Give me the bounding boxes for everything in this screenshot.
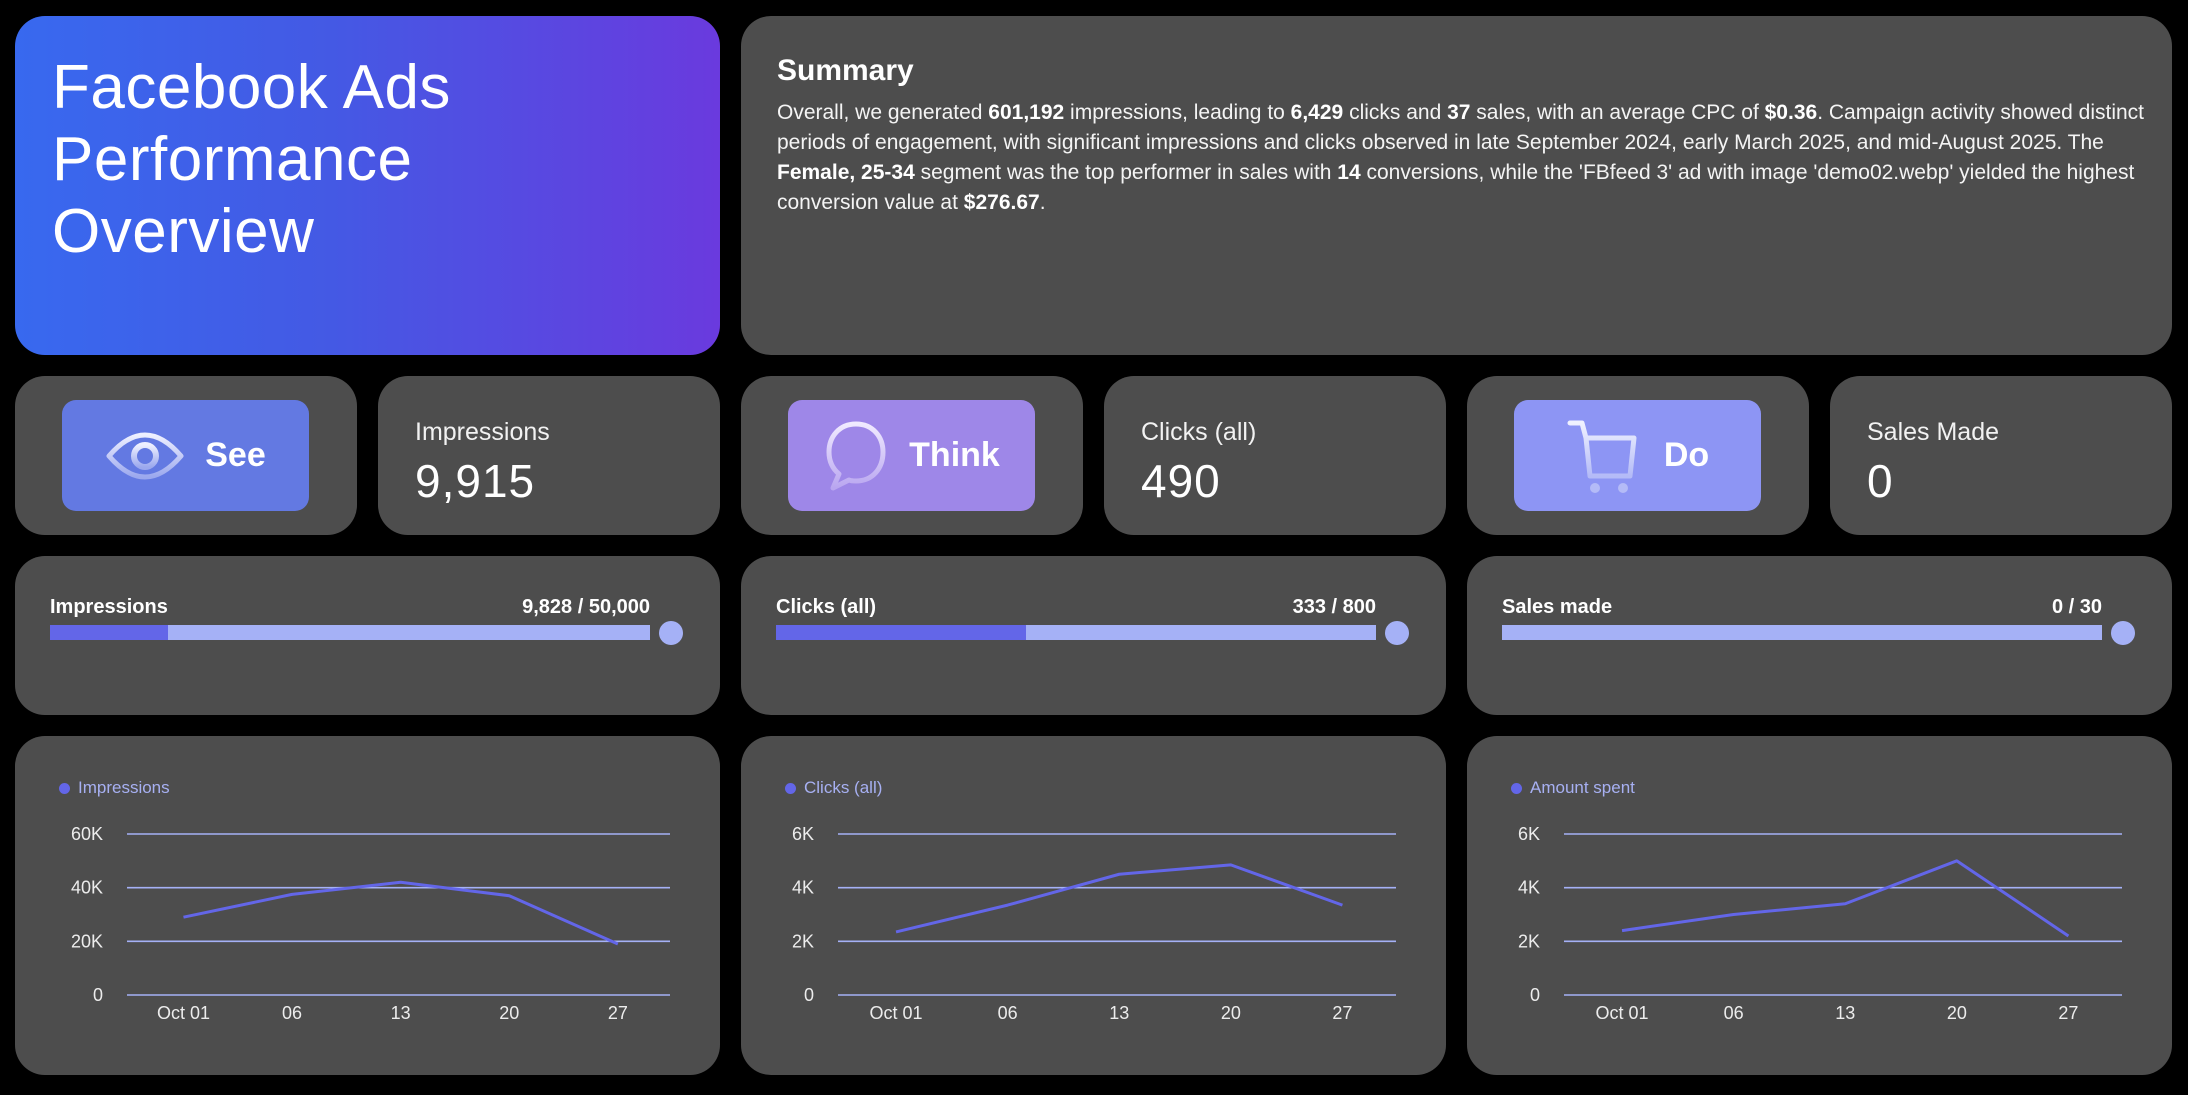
clicks-chart-card: Clicks (all) 0 2K 4K 6K Oct 01 06 13 20 27 (741, 736, 1446, 1075)
progress-label: Impressions (50, 596, 168, 618)
page-title: Facebook Ads Performance Overview (52, 53, 451, 266)
x-tick-label: 13 (391, 1003, 411, 1023)
clicks-progress-card: Clicks (all) 333 / 800 (741, 556, 1446, 715)
progress-fill (776, 625, 1026, 640)
y-tick-label: 0 (93, 985, 103, 1005)
clicks-line-chart[interactable]: 0 2K 4K 6K Oct 01 06 13 20 27 (741, 736, 1446, 1075)
y-tick-label: 4K (792, 878, 814, 898)
x-tick-label: Oct 01 (870, 1003, 923, 1023)
funnel-do-card: Do (1467, 376, 1809, 535)
x-tick-label: 27 (608, 1003, 628, 1023)
y-tick-label: 6K (1518, 824, 1540, 844)
legend-label: Amount spent (1530, 778, 1635, 797)
chart-legend: Amount spent (1511, 778, 1635, 798)
legend-dot-icon (785, 782, 796, 794)
x-tick-label: 13 (1109, 1003, 1129, 1023)
legend-label: Clicks (all) (804, 778, 883, 797)
summary-card: Summary Overall, we generated 601,192 im… (741, 16, 2172, 355)
y-tick-label: 0 (804, 985, 814, 1005)
impressions-stat-card: Impressions 9,915 (378, 376, 720, 535)
progress-end-marker (1385, 621, 1409, 645)
impressions-progress-card: Impressions 9,828 / 50,000 (15, 556, 720, 715)
do-badge: Do (1514, 400, 1761, 511)
x-tick-label: 06 (282, 1003, 302, 1023)
funnel-think-card: Think (741, 376, 1083, 535)
sales-stat-label: Sales Made (1867, 418, 2000, 446)
summary-heading: Summary (777, 54, 914, 87)
y-tick-label: 2K (1518, 931, 1540, 951)
funnel-see-card: See (15, 376, 357, 535)
progress-label: Clicks (all) (776, 596, 877, 618)
x-tick-label: 20 (499, 1003, 519, 1023)
chart-legend: Impressions (59, 778, 170, 798)
progress-fill (50, 625, 168, 640)
do-label: Do (1663, 436, 1710, 474)
y-tick-label: 60K (71, 824, 103, 844)
legend-dot-icon (1511, 782, 1522, 794)
sales-stat-card: Sales Made 0 (1830, 376, 2172, 535)
clicks-stat-card: Clicks (all) 490 (1104, 376, 1446, 535)
x-tick-label: 06 (1724, 1003, 1744, 1023)
x-tick-label: 27 (2058, 1003, 2078, 1023)
progress-end-marker (659, 621, 683, 645)
shopping-cart-icon (1566, 418, 1644, 494)
impressions-chart-card: Impressions 0 20K 40K 60K Oct 01 06 13 20 27 (15, 736, 720, 1075)
x-tick-label: 27 (1332, 1003, 1352, 1023)
x-tick-label: Oct 01 (1596, 1003, 1649, 1023)
impressions-stat-label: Impressions (415, 418, 550, 446)
sales-progress-card: Sales made 0 / 30 (1467, 556, 2172, 715)
y-tick-label: 40K (71, 878, 103, 898)
y-tick-label: 6K (792, 824, 814, 844)
eye-icon (105, 426, 185, 486)
progress-track (1502, 625, 2102, 640)
title-card: Facebook Ads Performance Overview (15, 16, 720, 355)
clicks-stat-label: Clicks (all) (1141, 418, 1257, 446)
impressions-line-chart[interactable]: 0 20K 40K 60K Oct 01 06 13 20 27 (15, 736, 720, 1075)
amount-spent-line-chart[interactable]: 0 2K 4K 6K Oct 01 06 13 20 27 (1467, 736, 2172, 1075)
chart-legend: Clicks (all) (785, 778, 882, 798)
clicks-stat-value: 490 (1141, 455, 1221, 507)
summary-text: Overall, we generated 601,192 impression… (777, 101, 2144, 214)
see-label: See (205, 436, 266, 474)
x-tick-label: 20 (1947, 1003, 1967, 1023)
y-tick-label: 2K (792, 931, 814, 951)
legend-dot-icon (59, 782, 70, 794)
impressions-stat-value: 9,915 (415, 455, 536, 507)
x-tick-label: 06 (998, 1003, 1018, 1023)
series-line[interactable] (895, 863, 1343, 934)
y-tick-label: 20K (71, 931, 103, 951)
progress-track (776, 625, 1376, 640)
series-line[interactable] (183, 880, 619, 946)
series-line[interactable] (1621, 859, 2070, 938)
x-tick-label: 20 (1221, 1003, 1241, 1023)
x-tick-label: Oct 01 (157, 1003, 210, 1023)
progress-value: 0 / 30 (2051, 596, 2102, 618)
legend-label: Impressions (78, 778, 170, 797)
y-tick-label: 0 (1530, 985, 1540, 1005)
progress-label: Sales made (1502, 596, 1613, 618)
progress-end-marker (2111, 621, 2135, 645)
think-label: Think (909, 436, 1000, 474)
y-tick-label: 4K (1518, 878, 1540, 898)
progress-value: 9,828 / 50,000 (522, 596, 650, 618)
progress-track (50, 625, 650, 640)
think-badge: Think (788, 400, 1035, 511)
sales-stat-value: 0 (1867, 455, 1894, 507)
progress-value: 333 / 800 (1292, 596, 1376, 618)
see-badge: See (62, 400, 309, 511)
x-tick-label: 13 (1835, 1003, 1855, 1023)
amount-spent-chart-card: Amount spent 0 2K 4K 6K Oct 01 06 13 20 27 (1467, 736, 2172, 1075)
speech-bubble-icon (823, 420, 889, 492)
